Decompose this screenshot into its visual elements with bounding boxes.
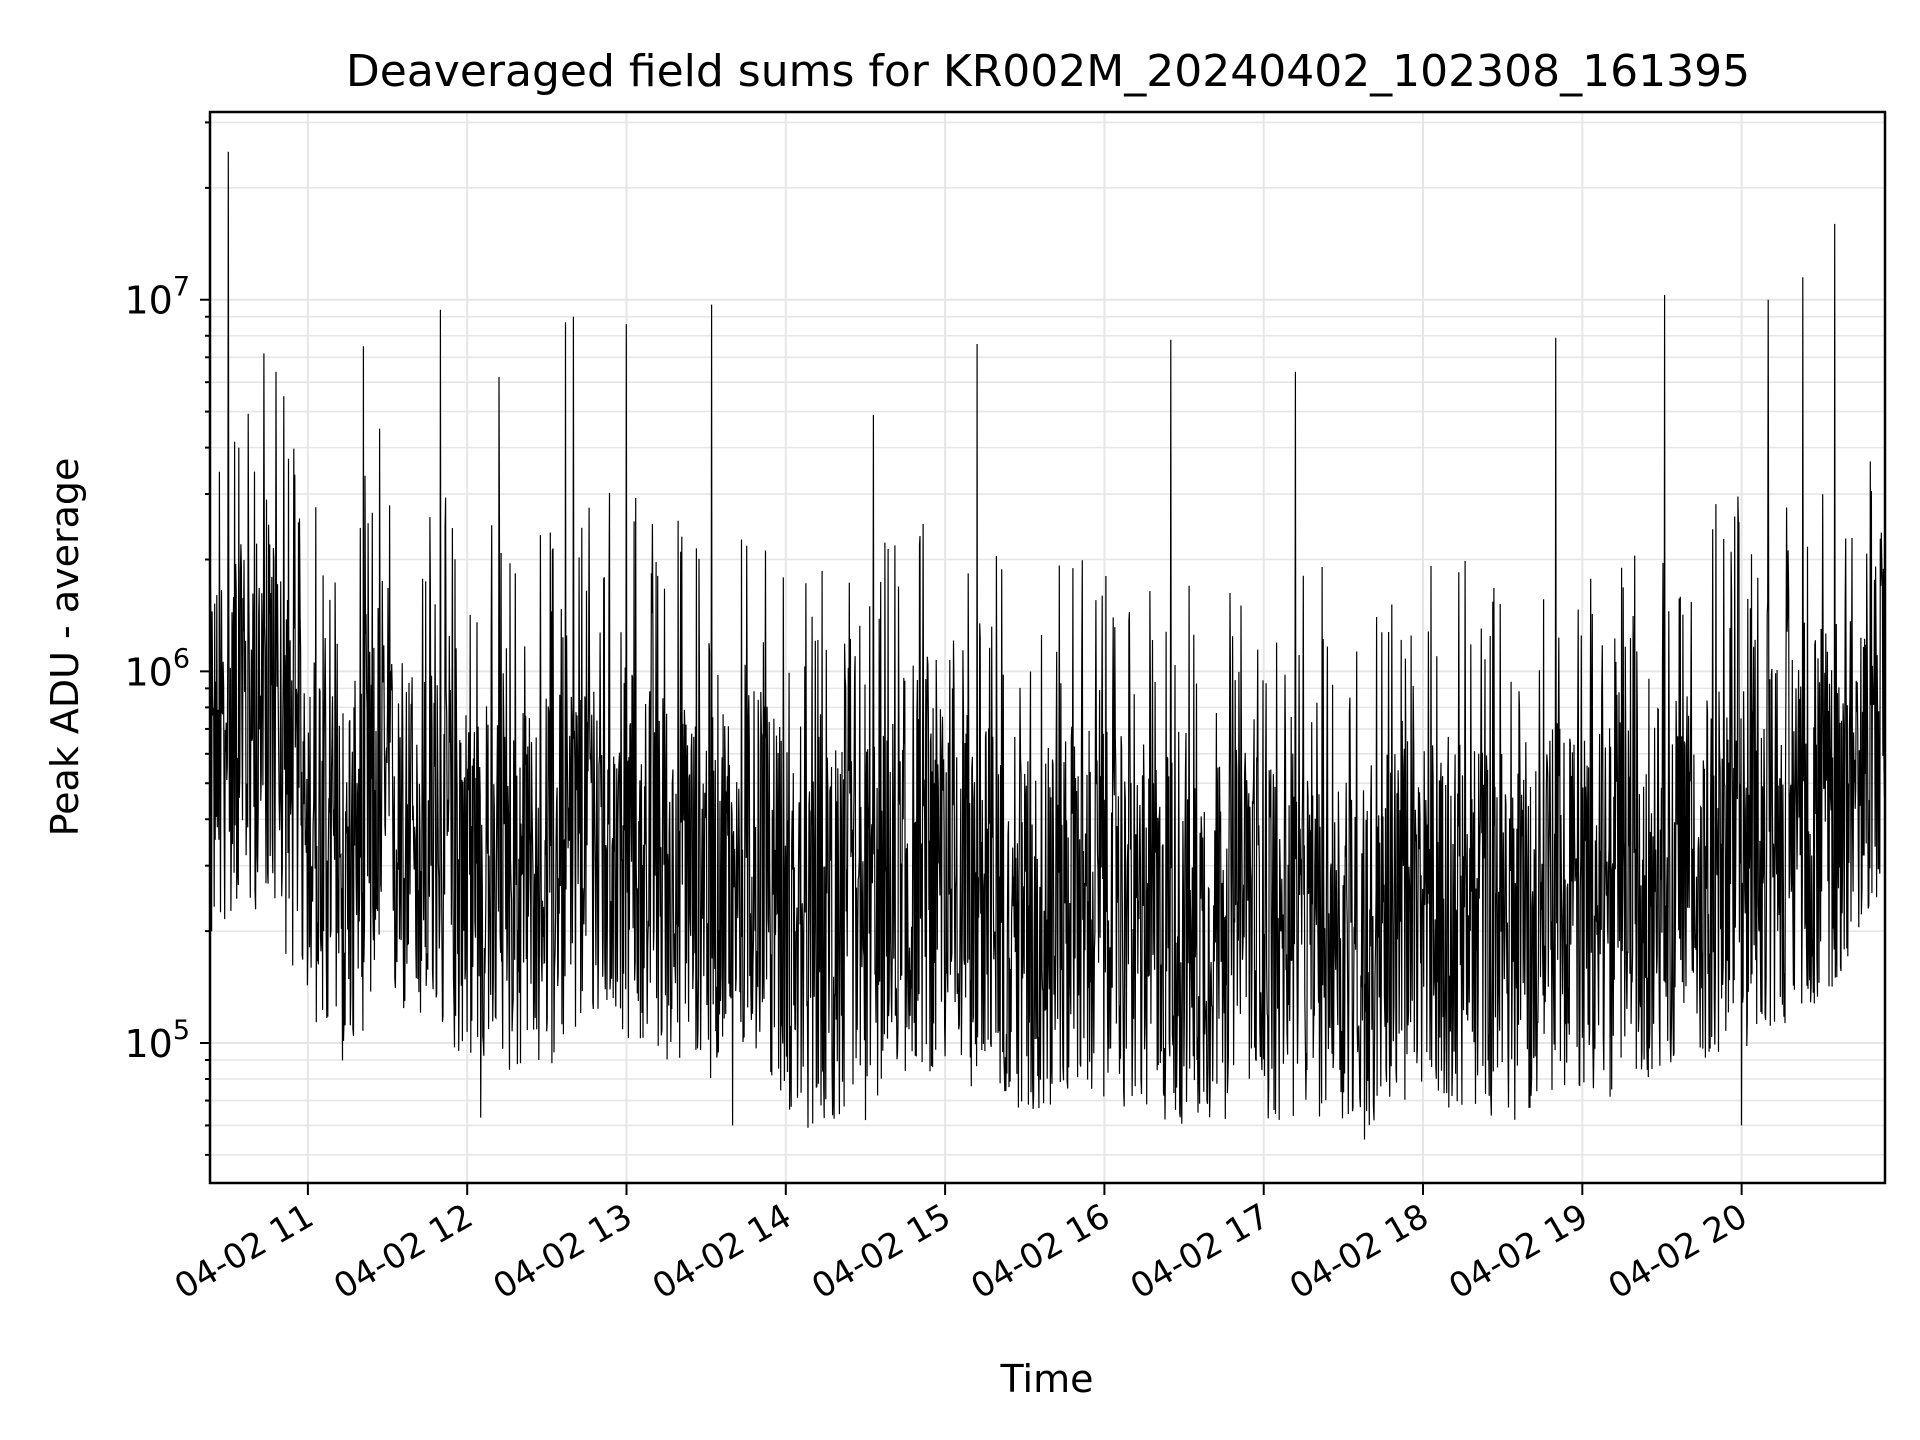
y-axis-label: Peak ADU - average (43, 458, 87, 837)
series-line (209, 151, 1886, 1140)
y-tick-label: 105 (124, 1015, 190, 1066)
chart-title: Deaveraged field sums for KR002M_2024040… (346, 46, 1750, 97)
y-tick-label: 107 (124, 272, 190, 323)
y-tick-label: 106 (124, 643, 190, 694)
data-trace (209, 151, 1886, 1140)
y-axis: 105 106 107 (124, 121, 210, 1156)
plot-frame (208, 110, 1887, 1185)
x-axis-label: Time (1000, 1357, 1094, 1401)
